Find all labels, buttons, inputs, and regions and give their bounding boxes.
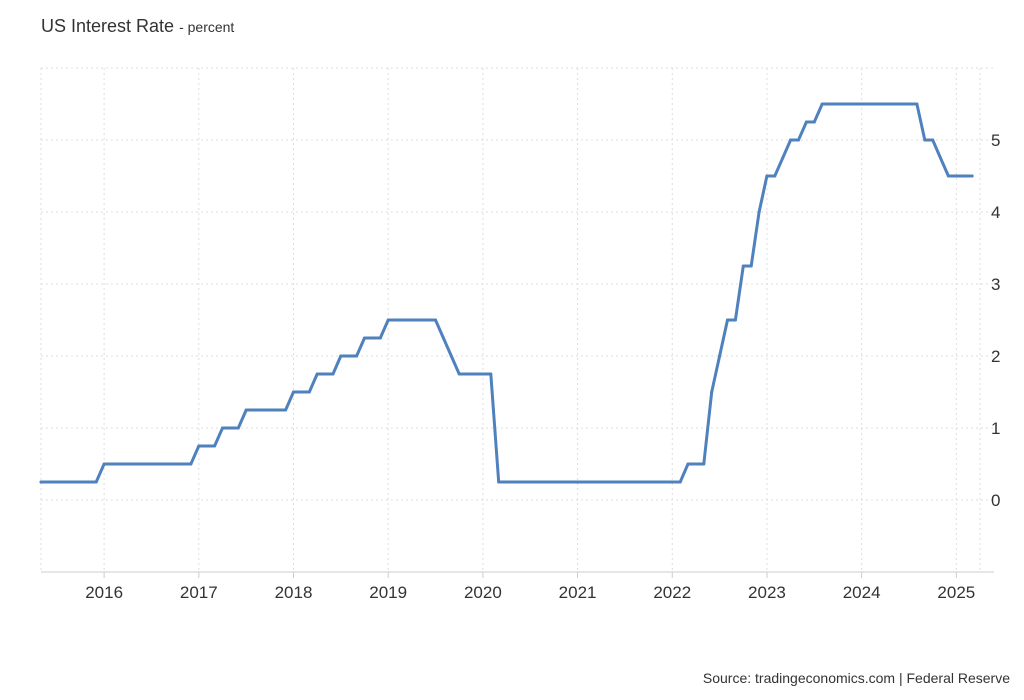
data-point bbox=[284, 408, 288, 412]
data-point bbox=[213, 444, 217, 448]
data-point bbox=[812, 120, 816, 124]
label-layer: 2016 2017 2018 2019 2020 2021 2022 2023 2024 2025… bbox=[85, 131, 1000, 602]
x-tick-label: 2024 bbox=[843, 583, 881, 602]
data-point bbox=[94, 480, 98, 484]
data-point bbox=[923, 138, 927, 142]
data-point bbox=[970, 174, 974, 178]
data-point bbox=[292, 390, 295, 394]
y-tick-label: 0 bbox=[991, 491, 1000, 510]
data-point bbox=[307, 390, 311, 394]
y-tick-label: 1 bbox=[991, 419, 1000, 438]
data-point bbox=[718, 354, 722, 358]
data-point bbox=[702, 462, 706, 466]
data-point bbox=[457, 372, 461, 376]
data-point bbox=[686, 462, 690, 466]
data-point bbox=[757, 210, 761, 214]
y-tick-label: 3 bbox=[991, 275, 1000, 294]
data-point bbox=[355, 354, 359, 358]
x-tick-label: 2019 bbox=[369, 583, 407, 602]
x-tick-label: 2021 bbox=[559, 583, 597, 602]
line-chart: 2016 2017 2018 2019 2020 2021 2022 2023 2024 2025… bbox=[39, 67, 1000, 602]
data-point bbox=[765, 174, 769, 178]
data-point bbox=[804, 120, 808, 124]
data-point bbox=[505, 480, 509, 484]
data-point bbox=[741, 264, 745, 268]
data-point bbox=[315, 372, 319, 376]
x-tick-label: 2016 bbox=[85, 583, 123, 602]
data-point bbox=[931, 138, 935, 142]
data-point bbox=[236, 426, 240, 430]
data-point bbox=[434, 318, 437, 322]
data-point bbox=[749, 264, 753, 268]
data-point bbox=[962, 174, 966, 178]
x-tick-label: 2018 bbox=[275, 583, 313, 602]
chart-title: US Interest Rate - percent bbox=[41, 16, 234, 37]
data-point bbox=[244, 408, 248, 412]
data-point bbox=[481, 372, 485, 376]
data-point bbox=[789, 138, 793, 142]
data-point bbox=[710, 390, 714, 394]
data-point bbox=[797, 138, 800, 142]
axis-layer bbox=[41, 571, 994, 578]
y-tick-label: 4 bbox=[991, 203, 1000, 222]
data-point bbox=[102, 462, 106, 466]
data-point bbox=[386, 318, 390, 322]
series-layer bbox=[39, 102, 974, 484]
data-point bbox=[39, 480, 43, 484]
data-point bbox=[781, 156, 785, 160]
series-line bbox=[39, 102, 974, 484]
grid-layer bbox=[40, 67, 994, 573]
x-tick-label: 2017 bbox=[180, 583, 218, 602]
data-point bbox=[678, 480, 682, 484]
data-point bbox=[197, 444, 201, 448]
data-point bbox=[189, 462, 193, 466]
y-tick-label: 5 bbox=[991, 131, 1000, 150]
x-tick-label: 2022 bbox=[653, 583, 691, 602]
data-point bbox=[221, 426, 224, 430]
data-point bbox=[915, 102, 919, 106]
source-note: Source: tradingeconomics.com | Federal R… bbox=[702, 670, 1010, 686]
data-point bbox=[489, 372, 493, 376]
data-point bbox=[363, 336, 366, 340]
data-point bbox=[378, 336, 382, 340]
x-tick-label: 2025 bbox=[937, 583, 975, 602]
data-point bbox=[773, 174, 777, 178]
data-point bbox=[939, 156, 942, 160]
data-point bbox=[449, 354, 453, 358]
data-point bbox=[441, 336, 445, 340]
data-point bbox=[497, 480, 501, 484]
y-tick-label: 2 bbox=[991, 347, 1000, 366]
x-tick-label: 2023 bbox=[748, 583, 786, 602]
data-point bbox=[331, 372, 335, 376]
data-point bbox=[726, 318, 729, 322]
data-point bbox=[733, 318, 737, 322]
data-point bbox=[339, 354, 343, 358]
chart-title-text: US Interest Rate bbox=[41, 16, 175, 36]
data-point bbox=[820, 102, 824, 106]
chart-subtitle: - percent bbox=[179, 19, 235, 35]
data-point bbox=[954, 174, 958, 178]
data-point bbox=[946, 174, 950, 178]
x-tick-label: 2020 bbox=[464, 583, 502, 602]
